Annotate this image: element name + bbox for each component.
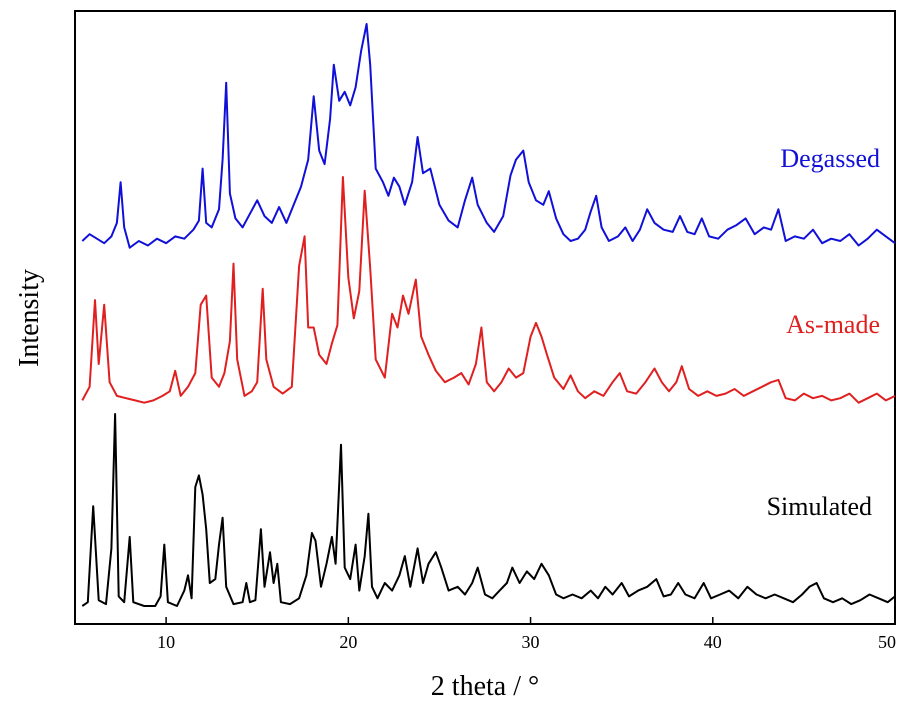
x-ticks: 10 20 30 40 50 xyxy=(157,617,896,652)
x-tick-label: 20 xyxy=(339,632,357,652)
x-axis-label: 2 theta / ° xyxy=(431,671,539,702)
series-label-degassed: Degassed xyxy=(780,144,880,173)
series-label-simulated: Simulated xyxy=(767,492,872,521)
series-labels: Degassed As-made Simulated xyxy=(767,144,880,521)
series-lines xyxy=(81,23,896,607)
series-line-simulated xyxy=(81,413,896,607)
series-line-as-made xyxy=(81,176,896,404)
x-tick-label: 30 xyxy=(522,632,540,652)
series-label-as-made: As-made xyxy=(786,310,880,339)
x-tick-label: 10 xyxy=(157,632,175,652)
plot-frame xyxy=(74,10,896,625)
x-tick-label: 50 xyxy=(878,632,896,652)
y-axis-label: Intensity xyxy=(14,269,45,367)
series-line-degassed xyxy=(81,23,896,249)
x-tick-label: 40 xyxy=(704,632,722,652)
